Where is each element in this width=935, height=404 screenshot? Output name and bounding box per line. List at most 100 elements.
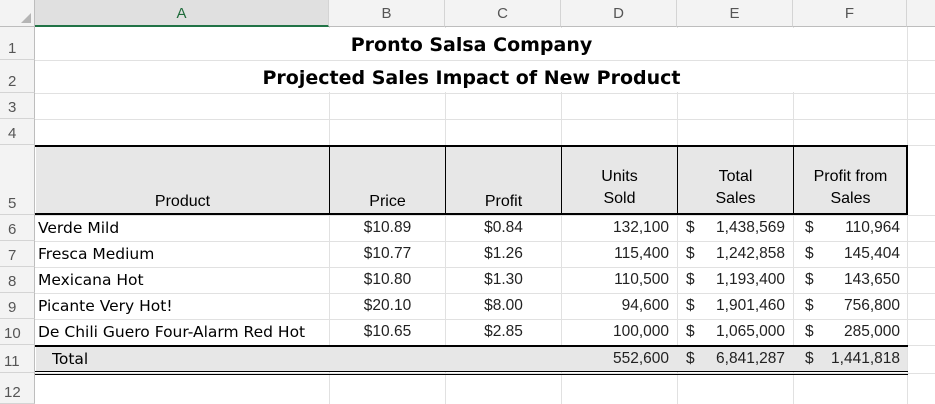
cell-total-currency: $	[686, 219, 695, 236]
cell-price[interactable]: $20.10	[363, 297, 412, 314]
cell-profit[interactable]: $2.85	[484, 323, 523, 340]
cell-profit[interactable]: $8.00	[484, 297, 523, 314]
select-all-triangle-icon	[21, 13, 31, 23]
total-sales[interactable]: 6,841,287	[716, 350, 785, 367]
cell-units[interactable]: 115,400	[614, 245, 669, 262]
gridline	[35, 119, 935, 120]
header-divider	[329, 147, 330, 214]
cell-product[interactable]: Verde Mild	[38, 219, 120, 237]
header-divider	[677, 147, 678, 214]
total-pfs-currency: $	[805, 350, 814, 367]
column-header-b[interactable]: B	[329, 0, 445, 27]
header-divider	[445, 147, 446, 214]
header-total-line2[interactable]: Sales	[715, 190, 756, 207]
select-all-button[interactable]	[0, 0, 35, 27]
cell-profit-from-sales[interactable]: 145,404	[843, 245, 900, 262]
total-border-bottom-1	[35, 371, 908, 372]
cell-price[interactable]: $10.65	[363, 323, 412, 340]
header-divider	[793, 147, 794, 214]
cell-total-sales[interactable]: 1,242,858	[716, 245, 785, 262]
cell-total-currency: $	[686, 271, 695, 288]
cell-total-sales[interactable]: 1,065,000	[716, 323, 785, 340]
row-header-8[interactable]: 8	[0, 267, 35, 293]
cell-pfs-currency: $	[805, 323, 814, 340]
header-units-line1[interactable]: Units	[601, 168, 638, 185]
cell-total-sales[interactable]: 1,901,460	[716, 297, 785, 314]
cell-product[interactable]: De Chili Guero Four-Alarm Red Hot	[38, 323, 306, 341]
row-header-3[interactable]: 3	[0, 93, 35, 119]
row-header-9[interactable]: 9	[0, 293, 35, 319]
cell-pfs-currency: $	[805, 219, 814, 236]
cell-price[interactable]: $10.80	[363, 271, 412, 288]
total-border-bottom-2	[35, 374, 908, 375]
total-units[interactable]: 552,600	[612, 350, 669, 367]
cell-profit-from-sales[interactable]: 143,650	[843, 271, 900, 288]
sheet-title[interactable]: Pronto Salsa Company	[350, 34, 593, 56]
gridline	[35, 319, 935, 320]
cell-total-currency: $	[686, 297, 695, 314]
total-row-fill	[36, 347, 907, 371]
cell-product[interactable]: Fresca Medium	[38, 245, 155, 263]
row-header-2[interactable]: 2	[0, 60, 35, 93]
sheet-subtitle[interactable]: Projected Sales Impact of New Product	[262, 67, 681, 89]
gridline	[35, 241, 935, 242]
header-divider	[561, 147, 562, 214]
header-row-fill	[36, 147, 907, 214]
header-border-top	[35, 145, 908, 147]
header-units-line2[interactable]: Sold	[603, 190, 636, 207]
gridline	[35, 373, 935, 374]
cell-profit-from-sales[interactable]: 756,800	[843, 297, 900, 314]
header-pfs-line1[interactable]: Profit from	[813, 168, 888, 185]
cell-total-currency: $	[686, 323, 695, 340]
column-header-a[interactable]: A	[35, 0, 329, 27]
header-pfs-line2[interactable]: Sales	[830, 190, 871, 207]
header-total-line1[interactable]: Total	[718, 168, 753, 185]
cell-profit[interactable]: $1.30	[484, 271, 523, 288]
cell-total-sales[interactable]: 1,438,569	[716, 219, 785, 236]
row-header-10[interactable]: 10	[0, 319, 35, 345]
column-header-f[interactable]: F	[793, 0, 907, 27]
cell-units[interactable]: 100,000	[612, 323, 669, 340]
column-header-e[interactable]: E	[677, 0, 793, 27]
column-header-d[interactable]: D	[561, 0, 677, 27]
header-profit[interactable]: Profit	[484, 193, 523, 210]
cell-total-currency: $	[686, 245, 695, 262]
cell-profit-from-sales[interactable]: 285,000	[843, 323, 900, 340]
cell-units[interactable]: 94,600	[621, 297, 669, 314]
total-border-top	[35, 345, 908, 347]
cell-price[interactable]: $10.89	[363, 219, 412, 236]
row-header-4[interactable]: 4	[0, 119, 35, 145]
cell-total-sales[interactable]: 1,193,400	[716, 271, 785, 288]
gridline	[35, 267, 935, 268]
cell-profit[interactable]: $1.26	[484, 245, 523, 262]
row-header-1[interactable]: 1	[0, 27, 35, 60]
column-header-g[interactable]	[907, 0, 935, 27]
gridline	[35, 293, 935, 294]
total-sales-currency: $	[686, 350, 695, 367]
header-border-right	[906, 145, 908, 215]
cell-pfs-currency: $	[805, 297, 814, 314]
cell-pfs-currency: $	[805, 271, 814, 288]
cell-product[interactable]: Mexicana Hot	[38, 271, 144, 289]
row-header-12[interactable]: 12	[0, 373, 35, 404]
cell-units[interactable]: 110,500	[614, 271, 669, 288]
row-header-6[interactable]: 6	[0, 215, 35, 241]
header-price[interactable]: Price	[369, 193, 406, 210]
gridline	[36, 60, 907, 61]
total-label[interactable]: Total	[52, 350, 89, 368]
row-header-11[interactable]: 11	[0, 345, 35, 373]
cell-profit-from-sales[interactable]: 110,964	[845, 219, 900, 236]
column-header-c[interactable]: C	[445, 0, 561, 27]
total-pfs[interactable]: 1,441,818	[831, 350, 900, 367]
cell-pfs-currency: $	[805, 245, 814, 262]
cell-product[interactable]: Picante Very Hot!	[38, 297, 173, 315]
cell-profit[interactable]: $0.84	[484, 219, 523, 236]
row-header-7[interactable]: 7	[0, 241, 35, 267]
row-header-5[interactable]: 5	[0, 145, 35, 215]
gridline	[35, 93, 935, 94]
header-border-bottom	[35, 213, 908, 215]
header-product[interactable]: Product	[154, 193, 211, 210]
gridline	[35, 215, 935, 216]
cell-price[interactable]: $10.77	[363, 245, 412, 262]
cell-units[interactable]: 132,100	[612, 219, 669, 236]
